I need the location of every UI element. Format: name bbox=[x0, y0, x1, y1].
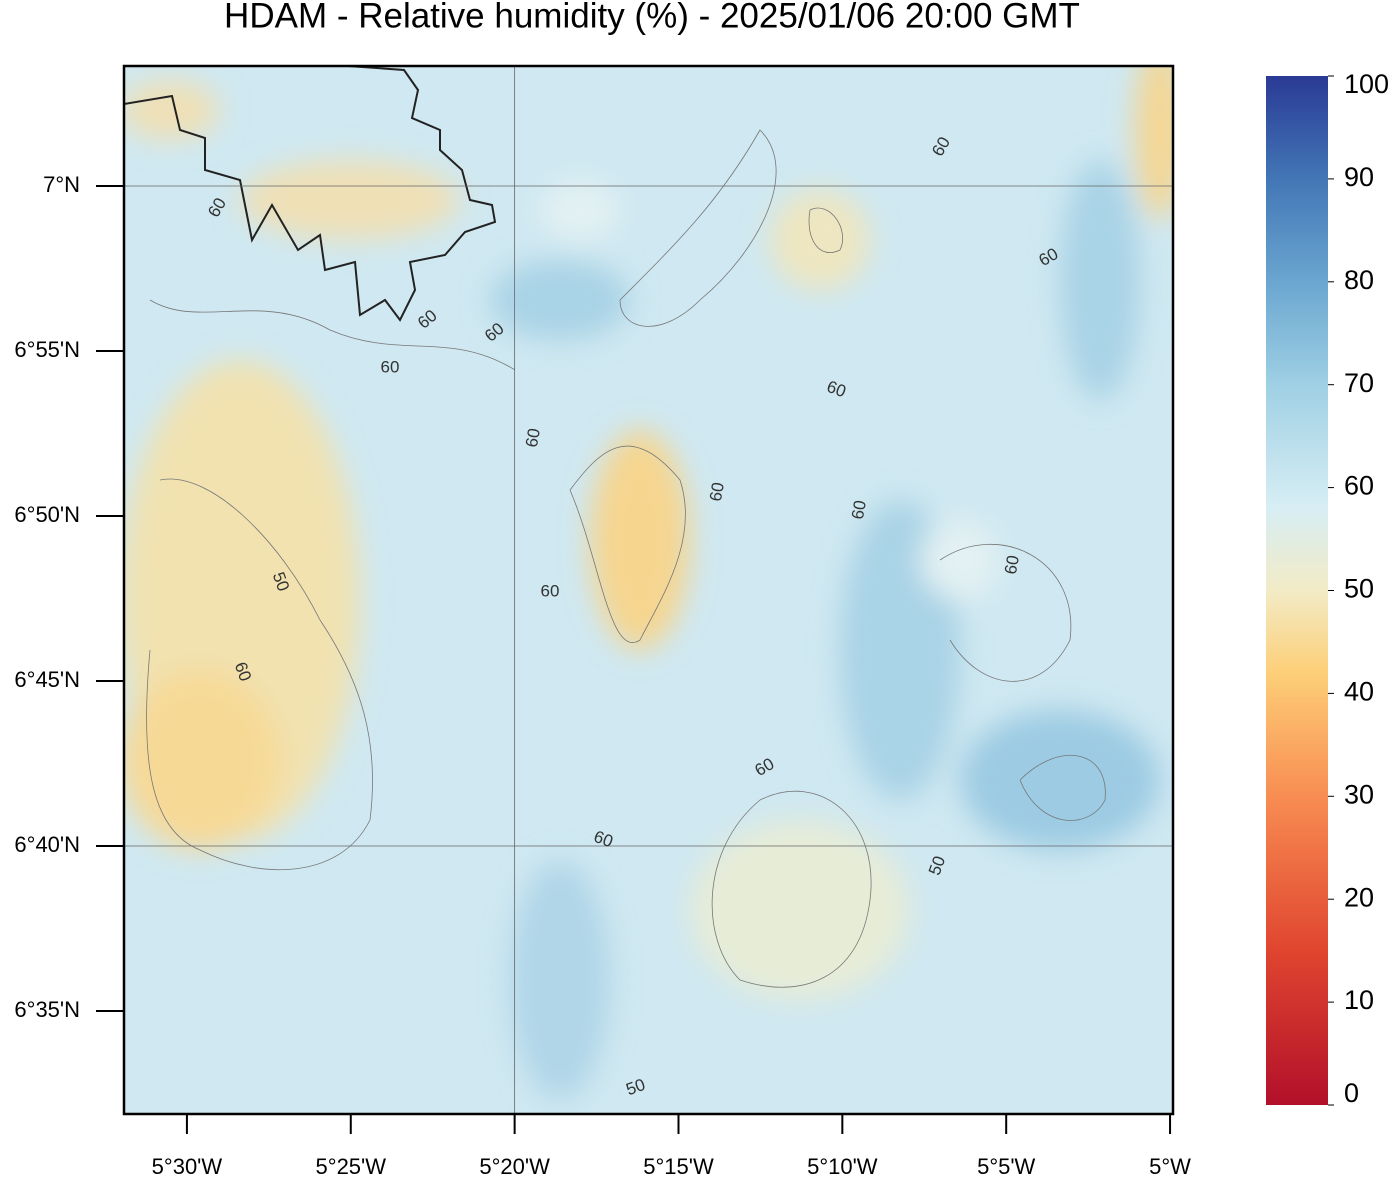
contour-label: 60 bbox=[541, 581, 560, 600]
colorbar-tick-label: 80 bbox=[1344, 265, 1374, 295]
lat-tick-label: 6°35'N bbox=[14, 997, 80, 1022]
colorbar-tick-label: 20 bbox=[1344, 882, 1374, 912]
colorbar-tick-label: 60 bbox=[1344, 471, 1374, 501]
colorbar-tick-label: 50 bbox=[1344, 574, 1374, 604]
title: HDAM - Relative humidity (%) - 2025/01/0… bbox=[224, 0, 1080, 35]
colorbar-tick-label: 30 bbox=[1344, 779, 1374, 809]
colorbar-tick-label: 10 bbox=[1344, 985, 1374, 1015]
contours bbox=[146, 129, 1106, 988]
lon-tick-label: 5°20'W bbox=[479, 1154, 550, 1179]
contour-label: 60 bbox=[522, 427, 544, 449]
colorbar-tick-label: 0 bbox=[1344, 1078, 1359, 1108]
contour-label: 60 bbox=[706, 481, 728, 503]
contour-label: 60 bbox=[381, 357, 400, 376]
lat-tick-label: 6°50'N bbox=[14, 502, 80, 527]
plot-frame bbox=[122, 64, 1175, 1116]
lon-tick-label: 5°10'W bbox=[807, 1154, 878, 1179]
humidity-field bbox=[124, 66, 1173, 1114]
contour-label: 60 bbox=[848, 499, 870, 521]
lon-tick-label: 5°W bbox=[1149, 1154, 1191, 1179]
contour-label: 60 bbox=[1001, 554, 1023, 576]
lat-tick-label: 6°45'N bbox=[14, 667, 80, 692]
lat-tick-label: 6°55'N bbox=[14, 337, 80, 362]
lon-tick-label: 5°30'W bbox=[152, 1154, 223, 1179]
lon-tick-label: 5°25'W bbox=[316, 1154, 387, 1179]
coastline bbox=[124, 66, 497, 322]
lon-tick-label: 5°5'W bbox=[977, 1154, 1035, 1179]
colorbar bbox=[1266, 76, 1328, 1105]
lat-tick-label: 7°N bbox=[43, 172, 80, 197]
colorbar-tick-label: 100 bbox=[1344, 69, 1389, 99]
colorbar-tick-label: 90 bbox=[1344, 162, 1374, 192]
lat-tick-label: 6°40'N bbox=[14, 832, 80, 857]
colorbar-tick-label: 70 bbox=[1344, 368, 1374, 398]
lon-tick-label: 5°15'W bbox=[643, 1154, 714, 1179]
colorbar-tick-label: 40 bbox=[1344, 677, 1374, 707]
